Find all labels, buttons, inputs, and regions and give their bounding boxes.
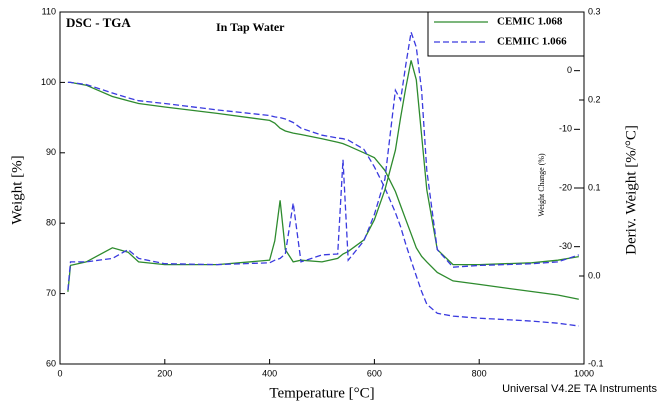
y2-axis-label: Deriv. Weight [%/°C] bbox=[623, 125, 639, 255]
weight-line bbox=[67, 81, 579, 300]
y-tick-label: 90 bbox=[46, 147, 56, 157]
y2-tick-label: -0.1 bbox=[588, 358, 604, 368]
y-tick-label: 60 bbox=[46, 358, 56, 368]
y2-tick-label: 0.1 bbox=[588, 182, 601, 192]
legend-box bbox=[427, 11, 585, 57]
x-tick-label: 800 bbox=[472, 368, 487, 378]
y3-tick-label: -10 bbox=[559, 124, 572, 134]
y3-tick-label: -20 bbox=[559, 182, 572, 192]
annotation: In Tap Water bbox=[216, 20, 285, 34]
legend-label: CEMIC 1.068 bbox=[497, 16, 563, 28]
y-tick-label: 110 bbox=[42, 6, 56, 16]
weight-line bbox=[67, 81, 579, 327]
y3-tick-label: -30 bbox=[559, 241, 572, 251]
y-tick-label: 80 bbox=[46, 218, 56, 228]
chart-title: DSC - TGA bbox=[66, 15, 131, 30]
y2-tick-label: 0.2 bbox=[588, 94, 601, 104]
x-tick-label: 600 bbox=[367, 368, 382, 378]
deriv-line bbox=[67, 31, 580, 291]
plot-frame bbox=[59, 11, 585, 365]
deriv-line bbox=[67, 60, 579, 292]
x-axis-label: Temperature [°C] bbox=[269, 385, 374, 401]
y3-tick-label: 0 bbox=[567, 65, 572, 75]
x-tick-label: 1000 bbox=[574, 368, 594, 378]
y-tick-label: 100 bbox=[41, 77, 56, 87]
y3-axis-label: Weight Change (%) bbox=[537, 153, 546, 217]
x-tick-label: 200 bbox=[157, 368, 172, 378]
footer: Universal V4.2E TA Instruments bbox=[502, 383, 657, 395]
x-tick-label: 0 bbox=[57, 368, 62, 378]
x-tick-label: 400 bbox=[262, 368, 277, 378]
y2-tick-label: 0.0 bbox=[588, 270, 601, 280]
legend-label: CEMIIC 1.066 bbox=[497, 36, 567, 48]
y2-tick-label: 0.3 bbox=[588, 6, 601, 16]
y-tick-label: 70 bbox=[46, 288, 56, 298]
y-axis-label: Weight [%] bbox=[9, 155, 25, 224]
